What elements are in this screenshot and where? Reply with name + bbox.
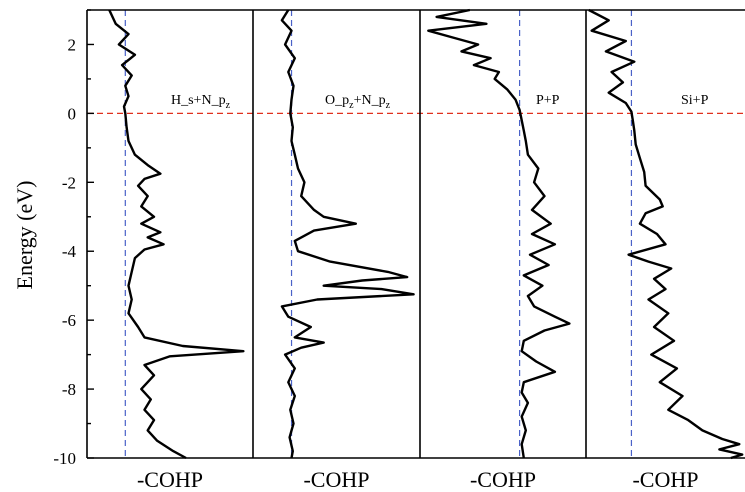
x-axis-label-3: -COHP	[470, 467, 536, 492]
panel-label-2: O_pz+N_pz	[325, 93, 391, 111]
x-axis-label-1: -COHP	[137, 467, 203, 492]
y-tick-label: -10	[53, 449, 76, 468]
y-tick-label: 0	[68, 104, 77, 123]
y-tick-label: 2	[68, 35, 77, 54]
panel-label-4: Si+P	[681, 93, 709, 108]
y-tick-label: -8	[62, 380, 76, 399]
y-axis-label: Energy (eV)	[12, 181, 37, 290]
cohp-curve-4	[588, 8, 744, 460]
cohp-curve-3	[427, 8, 571, 459]
x-axis-label-2: -COHP	[303, 467, 369, 492]
cohp-curve-2	[280, 9, 415, 459]
y-tick-label: -2	[62, 173, 76, 192]
panel-label-1: H_s+N_pz	[171, 93, 231, 111]
y-tick-label: -4	[62, 242, 77, 261]
y-tick-label: -6	[62, 311, 76, 330]
x-axis-label-4: -COHP	[632, 467, 698, 492]
panel-label-3: P+P	[536, 93, 560, 108]
cohp-curve-1	[108, 9, 245, 460]
